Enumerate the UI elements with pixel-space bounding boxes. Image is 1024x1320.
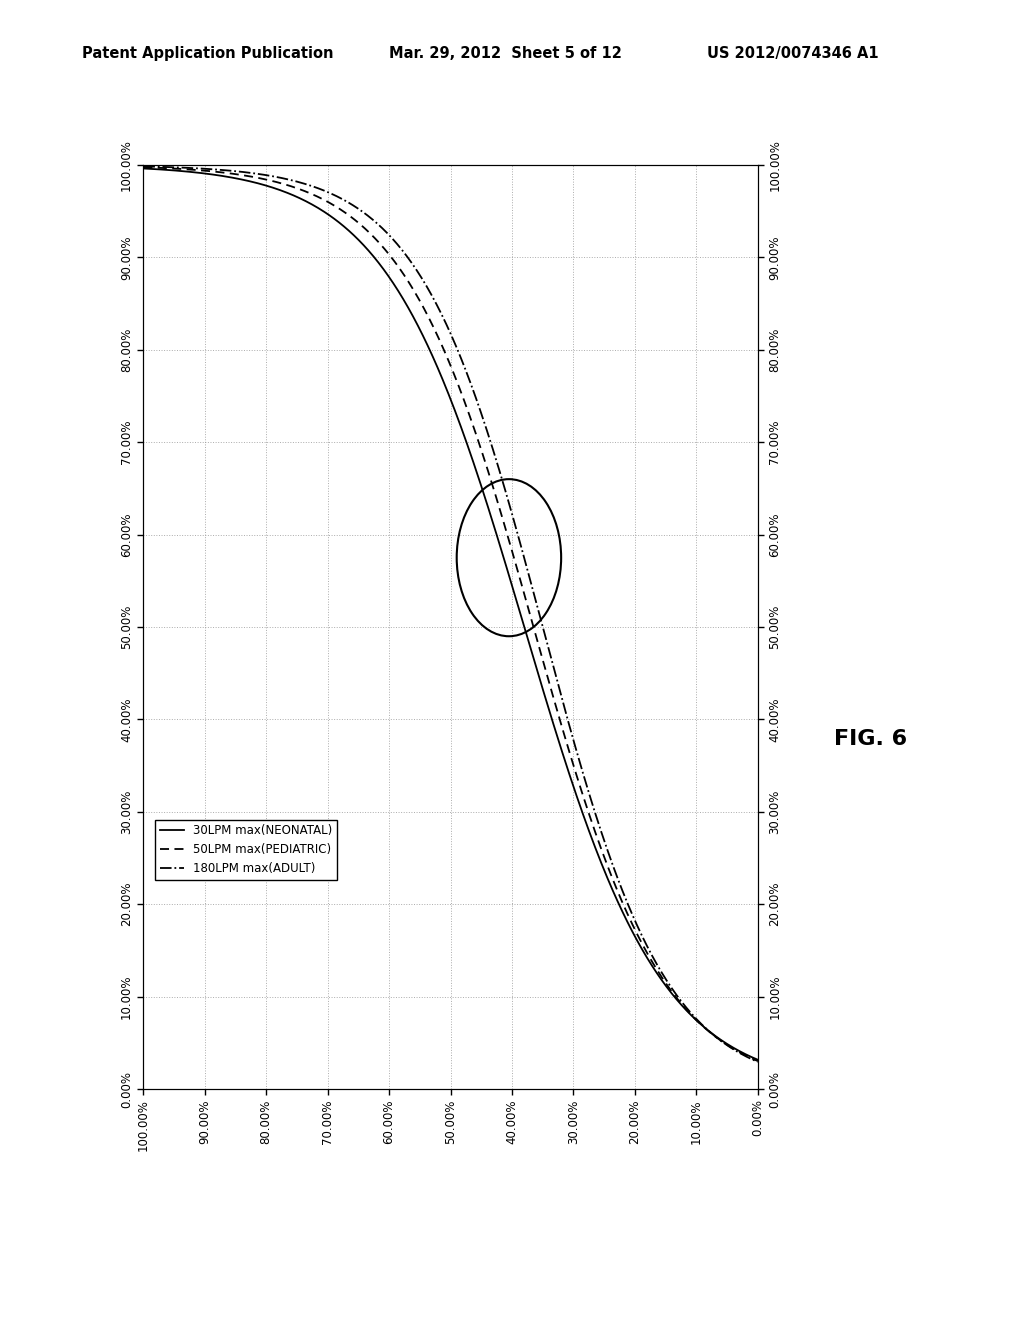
Text: FIG. 6: FIG. 6 [834, 729, 907, 750]
Text: Mar. 29, 2012  Sheet 5 of 12: Mar. 29, 2012 Sheet 5 of 12 [389, 46, 622, 61]
Text: US 2012/0074346 A1: US 2012/0074346 A1 [707, 46, 879, 61]
Legend: 30LPM max(NEONATAL), 50LPM max(PEDIATRIC), 180LPM max(ADULT): 30LPM max(NEONATAL), 50LPM max(PEDIATRIC… [156, 820, 337, 880]
Text: Patent Application Publication: Patent Application Publication [82, 46, 334, 61]
